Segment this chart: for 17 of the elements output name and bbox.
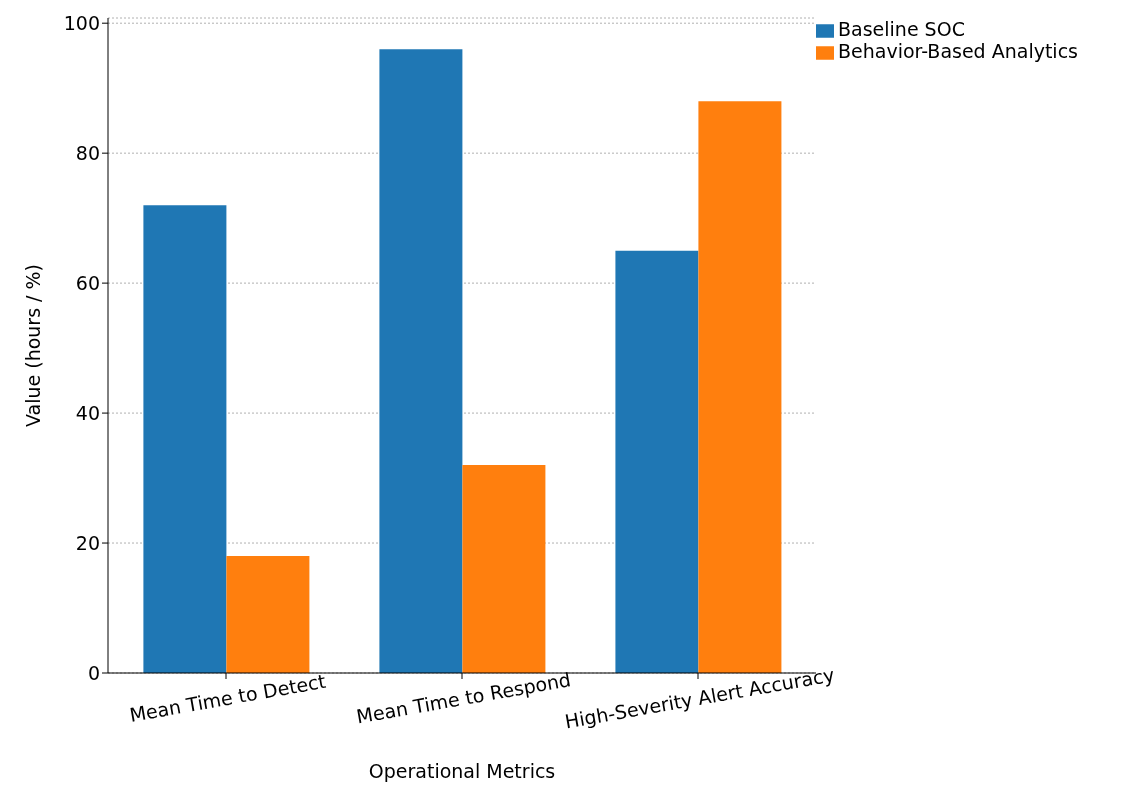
- y-tick-label: 80: [75, 141, 100, 164]
- y-axis-title: Value (hours / %): [21, 264, 44, 427]
- legend-label: Behavior-Based Analytics: [838, 40, 1078, 62]
- y-tick-label: 0: [87, 661, 100, 684]
- bar: [379, 49, 463, 673]
- bar: [462, 465, 546, 673]
- bar: [615, 250, 699, 673]
- y-tick-label: 40: [75, 401, 100, 424]
- bar: [226, 556, 310, 673]
- y-tick-label: 60: [75, 271, 100, 294]
- bar: [698, 101, 782, 673]
- legend-label: Baseline SOC: [838, 18, 965, 40]
- x-tick-label: Mean Time to Detect: [127, 669, 328, 726]
- y-tick-label: 100: [63, 11, 100, 34]
- x-axis-title: Operational Metrics: [368, 760, 556, 782]
- y-tick-label: 20: [75, 531, 100, 554]
- bar: [143, 205, 227, 673]
